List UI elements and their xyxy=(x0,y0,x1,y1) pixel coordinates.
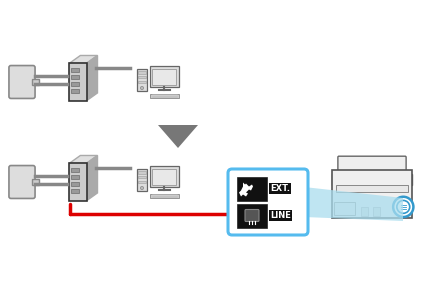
Bar xyxy=(237,176,267,200)
Circle shape xyxy=(393,197,414,217)
Bar xyxy=(71,82,79,86)
Bar xyxy=(153,69,176,85)
FancyBboxPatch shape xyxy=(228,169,308,235)
Text: EXT.: EXT. xyxy=(270,184,290,193)
Polygon shape xyxy=(69,56,97,63)
Bar xyxy=(71,182,79,186)
Bar xyxy=(69,63,87,101)
Polygon shape xyxy=(87,155,97,201)
FancyBboxPatch shape xyxy=(150,66,179,87)
Bar xyxy=(32,80,39,85)
Bar xyxy=(71,175,79,179)
Bar xyxy=(71,189,79,193)
FancyBboxPatch shape xyxy=(150,167,179,187)
Bar xyxy=(334,202,354,215)
Polygon shape xyxy=(304,187,403,221)
Bar xyxy=(71,75,79,79)
Bar xyxy=(361,207,368,216)
Bar xyxy=(137,69,147,91)
FancyBboxPatch shape xyxy=(150,194,179,198)
FancyBboxPatch shape xyxy=(245,209,259,221)
Bar xyxy=(71,168,79,172)
Polygon shape xyxy=(158,125,198,148)
Polygon shape xyxy=(239,182,253,197)
Bar xyxy=(139,81,146,83)
Circle shape xyxy=(140,186,144,190)
Circle shape xyxy=(397,200,410,213)
Bar xyxy=(32,179,39,184)
Bar xyxy=(139,181,146,183)
Bar xyxy=(237,203,267,227)
Bar xyxy=(139,71,146,74)
Bar xyxy=(71,89,79,93)
FancyBboxPatch shape xyxy=(9,65,35,98)
Bar xyxy=(139,176,146,178)
FancyBboxPatch shape xyxy=(150,94,179,98)
Text: LINE: LINE xyxy=(270,211,291,220)
Polygon shape xyxy=(69,155,97,163)
Circle shape xyxy=(140,86,144,90)
Bar xyxy=(137,169,147,191)
Bar xyxy=(139,171,146,174)
Bar xyxy=(69,163,87,201)
Bar xyxy=(71,68,79,72)
FancyBboxPatch shape xyxy=(336,185,408,192)
Bar xyxy=(139,76,146,78)
FancyBboxPatch shape xyxy=(9,166,35,199)
Bar xyxy=(153,169,176,185)
FancyBboxPatch shape xyxy=(332,170,413,218)
Polygon shape xyxy=(87,56,97,101)
FancyBboxPatch shape xyxy=(332,174,413,185)
FancyBboxPatch shape xyxy=(338,156,406,173)
Bar xyxy=(373,207,380,216)
